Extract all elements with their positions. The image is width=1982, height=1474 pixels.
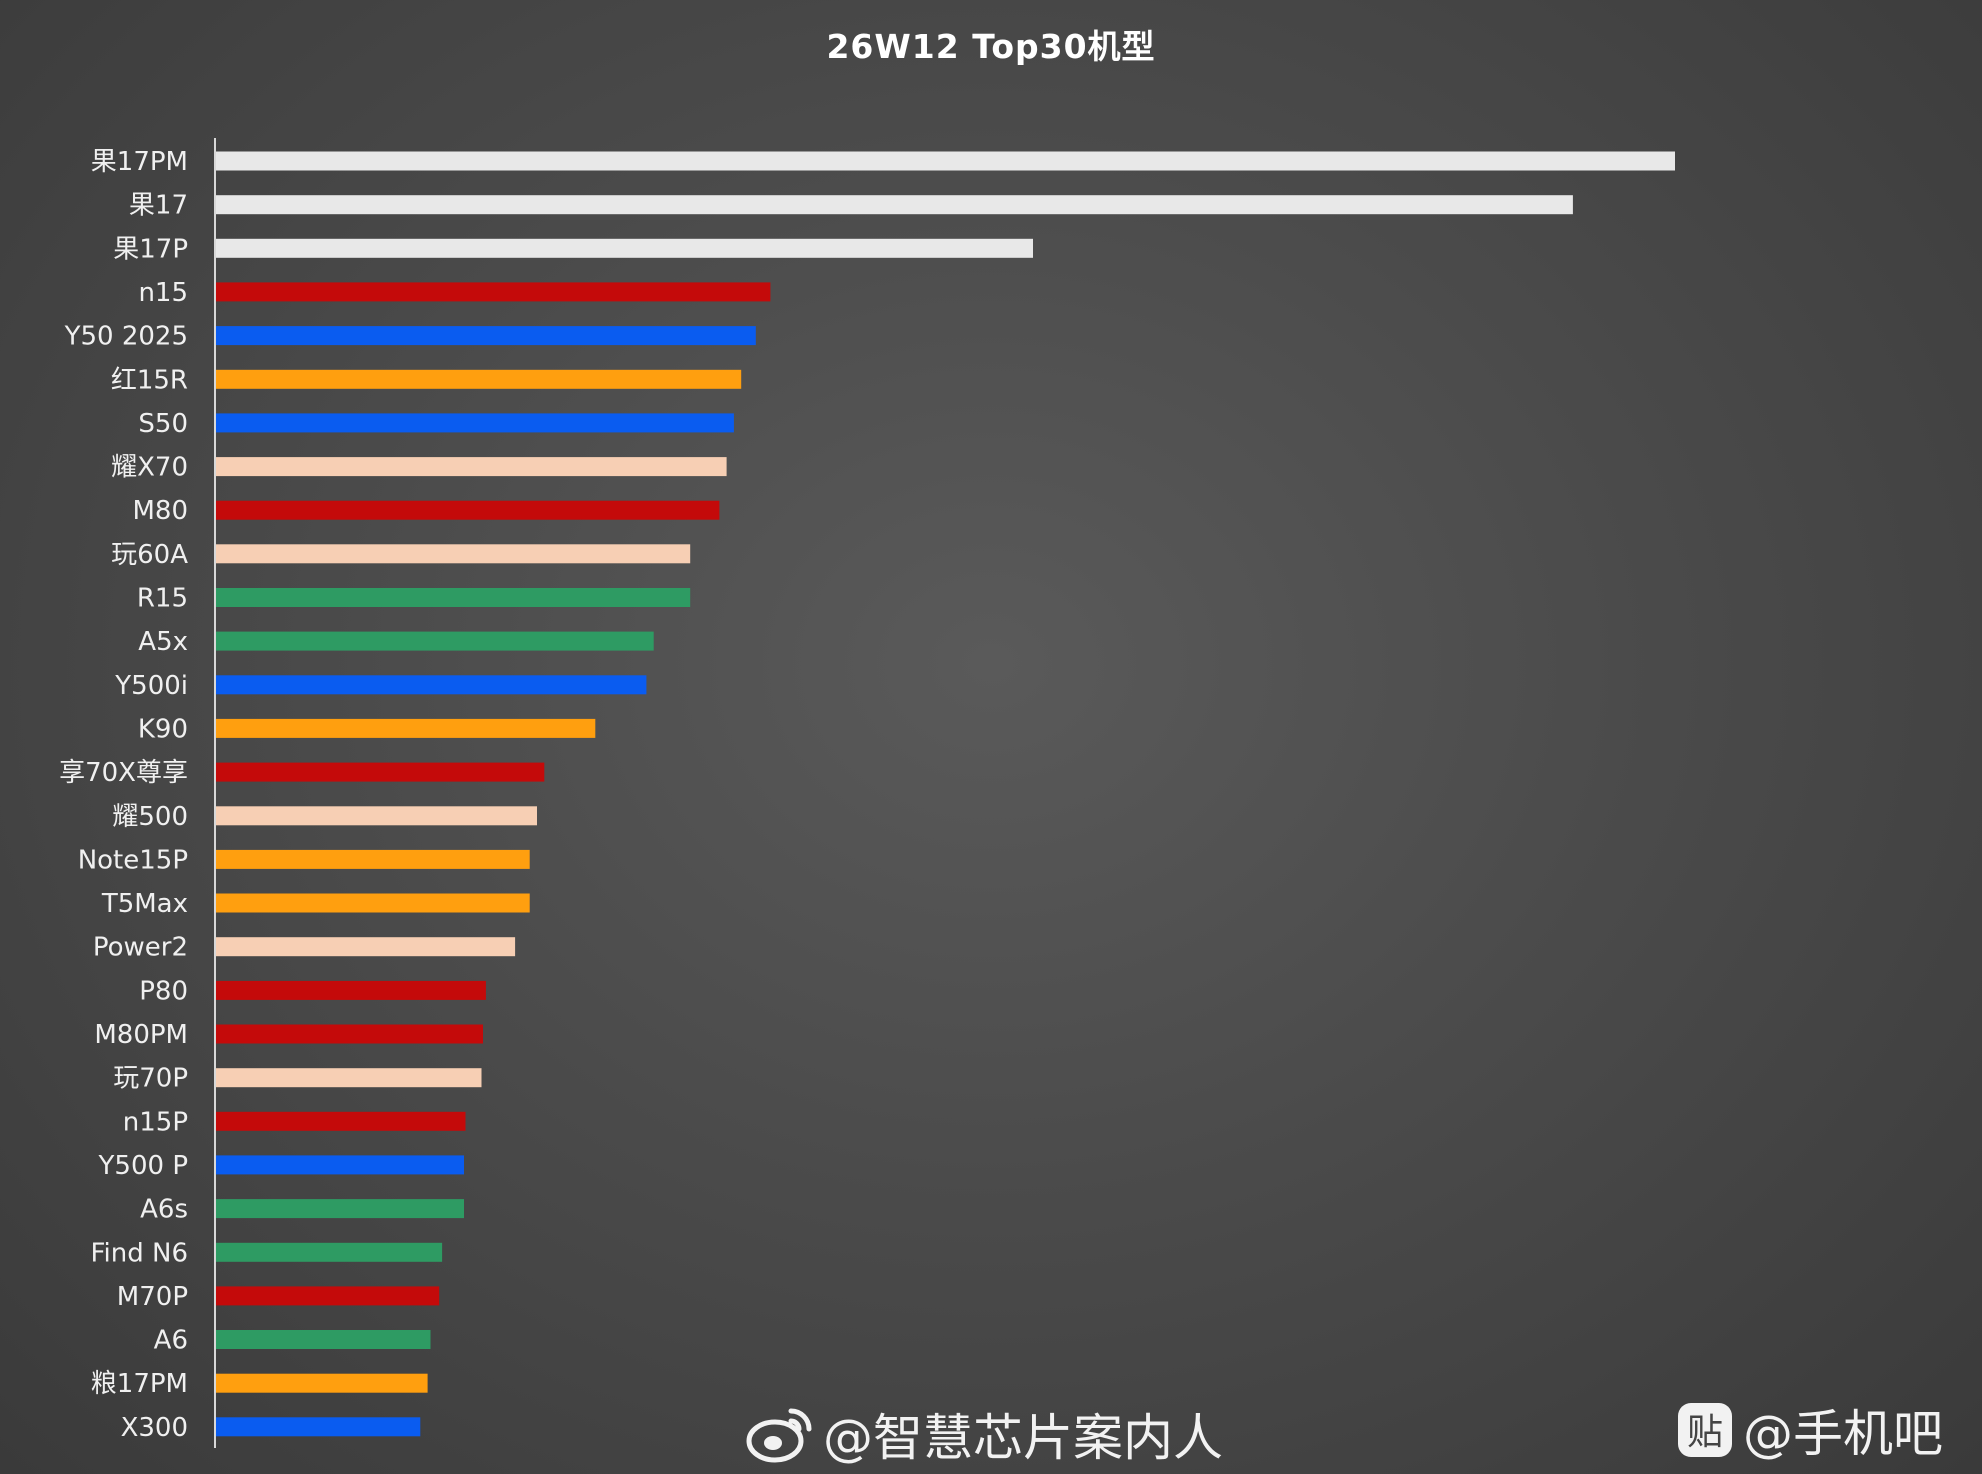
bar [216,588,691,607]
category-label: S50 [138,409,188,439]
category-label: A6s [140,1195,188,1225]
category-label: X300 [121,1413,188,1443]
category-label: 果17PM [91,147,188,177]
category-label: 果17 [129,191,188,221]
category-label: 玩70P [113,1064,188,1094]
tieba-watermark: 贴 @手机吧 [1675,1394,1943,1466]
category-label: Note15P [78,845,188,875]
bar [216,544,691,564]
bar [216,893,530,913]
bar [216,1242,443,1262]
category-label: T5Max [101,889,188,919]
weibo-watermark-text: @智慧芯片案内人 [823,1409,1223,1467]
bar [216,151,1675,171]
category-label: Y500i [114,671,188,701]
bar [216,1417,421,1437]
bar [216,1286,440,1306]
svg-text:贴: 贴 [1687,1412,1723,1453]
category-label: 果17P [113,234,188,264]
bar [216,1330,431,1349]
weibo-watermark: @智慧芯片案内人 [745,1398,1223,1470]
bar [216,282,771,302]
bars-layer [216,151,1675,1437]
category-label: 耀X70 [111,453,188,483]
bar [216,1111,466,1131]
chart-title: 26W12 Top30机型 [826,27,1156,66]
category-label: R15 [137,584,188,614]
category-label: Power2 [93,933,188,963]
bar [216,631,654,651]
category-label: 耀500 [112,802,188,832]
bar [216,1199,464,1219]
bar [216,849,530,869]
category-label: n15P [123,1107,188,1137]
category-label: M80 [132,496,188,526]
bar [216,1068,482,1088]
bar [216,806,537,826]
bar [216,457,727,477]
bar [216,718,596,738]
bar [216,413,734,433]
bar [216,1373,428,1393]
bar [216,238,1033,258]
weibo-logo-icon [746,1408,812,1463]
category-label: K90 [138,714,188,744]
bar [216,195,1573,215]
bar [216,369,742,389]
category-label: P80 [139,976,188,1006]
category-label: M80PM [94,1020,188,1050]
category-label: 红15R [111,365,188,395]
category-label: Y500 P [98,1151,188,1181]
bar [216,675,647,695]
bar [216,1024,483,1044]
bar [216,937,516,957]
category-label: n15 [138,278,188,308]
category-label: Find N6 [90,1238,188,1268]
category-label: 玩60A [111,540,188,570]
bar [216,500,720,520]
bar [216,326,756,346]
category-label: Y50 2025 [64,322,188,352]
category-labels: 果17PM 果17 果17P n15 Y50 2025 红15R S50 耀X70 M80 玩60… [59,147,188,1443]
bar [216,980,486,1000]
category-label: A5x [138,627,188,657]
tieba-watermark-text: @手机吧 [1743,1405,1943,1463]
bar [216,1155,464,1175]
category-label: 享70X尊享 [59,758,188,788]
category-label: A6 [154,1326,188,1356]
bar [216,762,545,782]
tieba-logo-icon: 贴 [1678,1403,1732,1457]
category-label: 粮17PM [91,1369,188,1399]
category-label: M70P [117,1282,188,1312]
